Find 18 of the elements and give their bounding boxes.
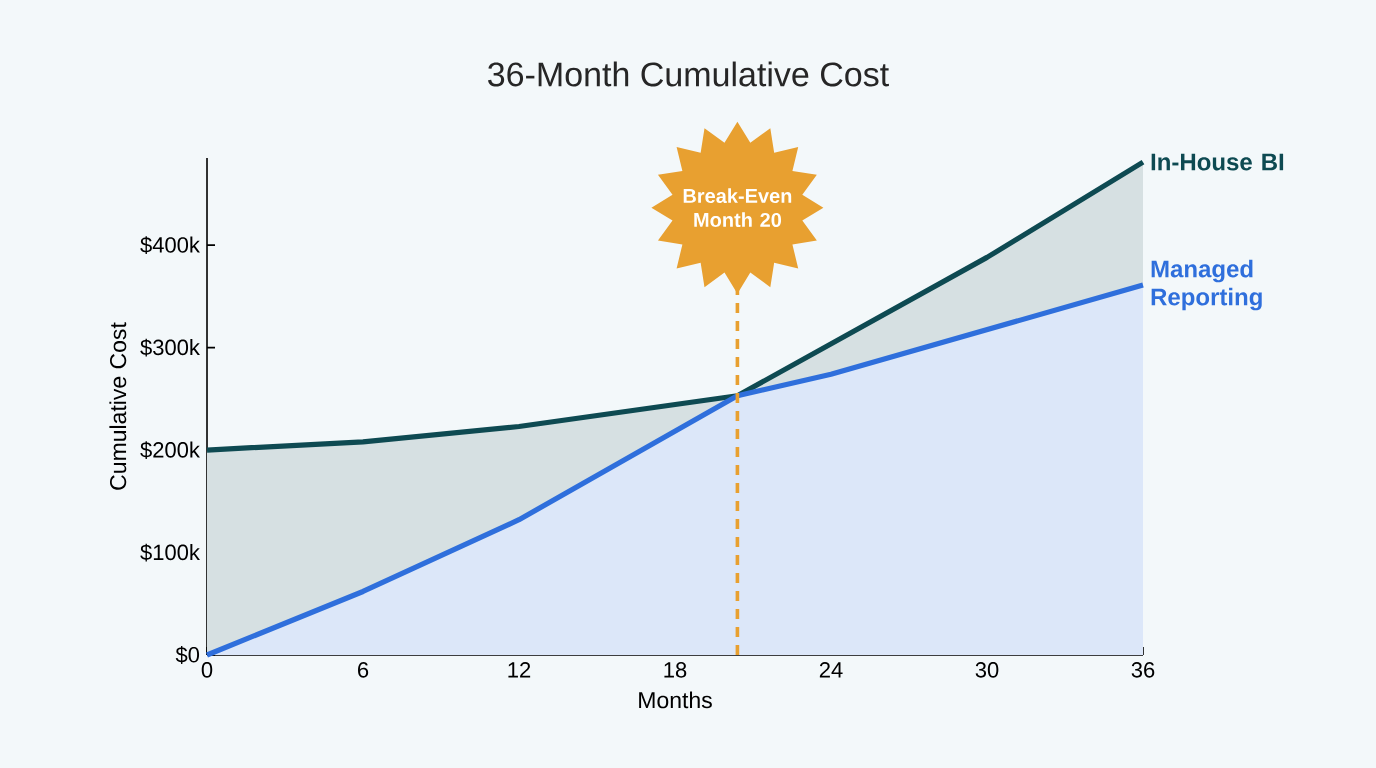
y-tick-label: $100k <box>140 543 200 562</box>
y-tick-label: $0 <box>175 646 200 664</box>
x-axis-title: Months <box>639 691 712 709</box>
series-label: In-House BI <box>1151 153 1284 171</box>
x-tick-label: 24 <box>819 662 843 678</box>
series-label: Managed Reporting <box>1151 259 1262 311</box>
y-axis-title: Cumulative Cost <box>109 322 127 490</box>
x-tick-label: 30 <box>975 662 999 678</box>
ref-line-label: Break-Even Month 20 <box>683 188 792 228</box>
x-tick-label: 12 <box>508 662 531 678</box>
x-tick-label: 6 <box>358 662 369 678</box>
x-tick-label: 0 <box>201 662 213 678</box>
x-tick-label: 18 <box>664 662 687 678</box>
x-tick-label: 36 <box>1131 662 1155 678</box>
y-tick-label: $200k <box>140 441 200 459</box>
chart-title: 36-Month Cumulative Cost <box>488 61 889 87</box>
y-tick-label: $400k <box>140 236 200 255</box>
y-tick-label: $300k <box>140 338 200 357</box>
